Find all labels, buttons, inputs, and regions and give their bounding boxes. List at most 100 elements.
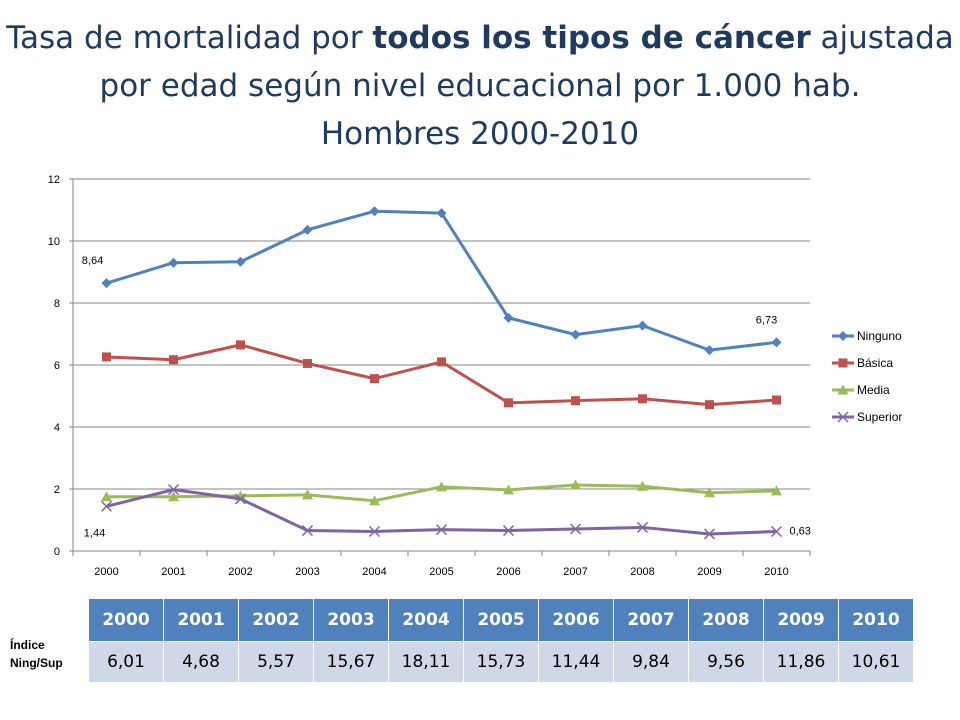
point-ninguno — [369, 206, 380, 217]
x-tick-label: 2008 — [630, 566, 654, 578]
y-tick-label: 8 — [54, 298, 60, 310]
point-superior — [703, 528, 716, 540]
index-table-year: 2000 — [88, 598, 164, 642]
point-ninguno — [771, 337, 782, 348]
index-table-year: 2005 — [463, 598, 539, 642]
chart-title: Tasa de mortalidad por todos los tipos d… — [0, 14, 960, 158]
title-line-1-bold: todos los tipos de cáncer — [372, 20, 811, 56]
index-table-year: 2007 — [613, 598, 689, 642]
index-table-value: 15,73 — [463, 641, 539, 683]
index-table-value: 4,68 — [163, 641, 239, 683]
line-chart: 0 2 4 6 8 10 12 2000 2001 2002 2003 2004 2005 2006 200… — [48, 174, 903, 578]
index-table-value: 9,84 — [613, 641, 689, 683]
index-table-year: 2006 — [538, 598, 614, 642]
y-tick-label: 2 — [54, 484, 60, 496]
point-media — [302, 489, 313, 500]
x-tick-label: 2003 — [295, 566, 319, 578]
index-table-value: 6,01 — [88, 641, 164, 683]
index-table-value-row: 6,01 4,68 5,57 15,67 18,11 15,73 11,44 9,84 9,56… — [88, 641, 914, 683]
data-label: 6,73 — [756, 314, 777, 326]
point-basica — [437, 357, 446, 367]
point-ninguno — [436, 208, 447, 219]
title-line-2: por edad según nivel educacional por 1.0… — [99, 68, 861, 104]
y-tick-label: 4 — [54, 422, 60, 434]
index-table-value: 10,61 — [838, 641, 914, 683]
point-ninguno — [704, 345, 715, 356]
index-label-line-1: Índice — [10, 638, 45, 652]
point-media — [771, 485, 782, 496]
index-table-year: 2003 — [313, 598, 389, 642]
point-superior — [301, 525, 314, 537]
point-superior-stroke — [569, 523, 582, 535]
index-table-value: 18,11 — [388, 641, 464, 683]
legend-swatch-marker — [838, 358, 848, 368]
index-table-year: 2001 — [163, 598, 239, 642]
y-tick-label: 6 — [54, 360, 60, 372]
y-tick-label: 0 — [54, 546, 60, 558]
legend-entry: Ninguno — [857, 329, 902, 343]
point-superior-stroke — [100, 500, 113, 512]
point-superior-stroke — [301, 525, 314, 537]
title-line-1: Tasa de mortalidad por todos los tipos d… — [0, 14, 960, 62]
legend-swatch-marker — [837, 411, 849, 423]
point-superior — [167, 484, 180, 496]
point-basica — [169, 355, 178, 365]
data-label: 8,64 — [82, 255, 103, 267]
legend-entry: Superior — [857, 410, 902, 424]
point-ninguno — [570, 329, 581, 340]
x-tick-label: 2001 — [161, 566, 185, 578]
point-basica — [303, 358, 312, 368]
point-media — [101, 491, 112, 502]
index-table-value: 15,67 — [313, 641, 389, 683]
legend-swatch-marker — [837, 384, 849, 395]
point-ninguno — [503, 312, 514, 323]
index-table-year: 2010 — [838, 598, 914, 642]
x-tick-label: 2010 — [764, 566, 788, 578]
point-superior-stroke — [234, 493, 247, 505]
point-superior — [636, 521, 649, 533]
legend-entry: Media — [857, 383, 890, 397]
index-table-year: 2004 — [388, 598, 464, 642]
point-superior-stroke — [636, 521, 649, 533]
point-media — [369, 495, 380, 506]
index-label: Índice Ning/Sup — [10, 636, 63, 672]
index-table-value: 11,44 — [538, 641, 614, 683]
x-tick-label: 2006 — [496, 566, 520, 578]
point-ninguno — [302, 224, 313, 235]
point-superior — [100, 500, 113, 512]
point-superior — [770, 525, 783, 538]
point-basica — [705, 400, 714, 410]
point-superior-stroke — [435, 524, 448, 536]
point-ninguno — [101, 278, 112, 289]
chart-subtitle: Hombres 2000-2010 — [320, 116, 640, 152]
point-basica — [370, 374, 379, 384]
title-line-1-pre: Tasa de mortalidad por — [6, 20, 373, 56]
point-basica — [571, 396, 580, 406]
x-tick-label: 2009 — [697, 566, 721, 578]
series-line-basica — [106, 343, 777, 407]
point-basica — [772, 395, 781, 405]
point-superior — [569, 523, 582, 535]
x-tick-label: 2005 — [429, 566, 453, 578]
legend-swatch-marker — [838, 331, 848, 341]
point-superior — [234, 493, 247, 505]
point-media — [637, 480, 648, 491]
index-table: 2000 2001 2002 2003 2004 2005 2006 2007 2008 2009… — [88, 598, 914, 683]
x-tick-label: 2004 — [362, 566, 386, 578]
index-table-value: 9,56 — [688, 641, 764, 683]
point-superior-stroke — [167, 484, 180, 496]
title-line-1-post: ajustada — [810, 20, 954, 56]
point-media — [168, 491, 179, 502]
point-basica — [236, 340, 245, 350]
point-superior-stroke — [770, 525, 783, 538]
index-table-year: 2008 — [688, 598, 764, 642]
point-basica — [504, 398, 513, 408]
point-ninguno — [168, 257, 179, 268]
x-tick-label: 2002 — [228, 566, 252, 578]
index-table-year: 2002 — [238, 598, 314, 642]
point-ninguno — [637, 320, 648, 331]
legend-swatch-marker-stroke — [837, 411, 849, 423]
point-superior — [368, 525, 381, 538]
index-table-year: 2009 — [763, 598, 839, 642]
index-table-value: 5,57 — [238, 641, 314, 683]
